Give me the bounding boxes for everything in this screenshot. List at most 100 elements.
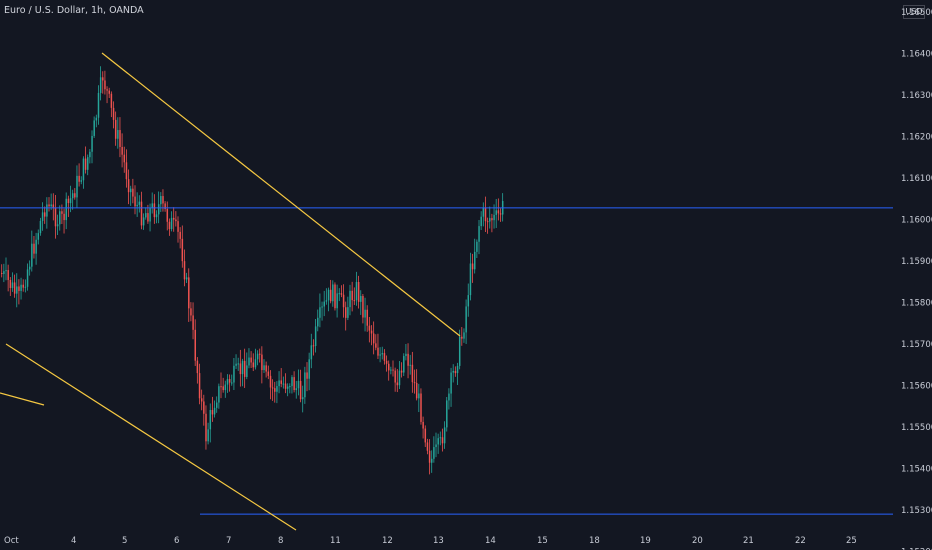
candle-body xyxy=(237,363,239,365)
candle-body xyxy=(347,307,349,318)
y-tick-label: 1.15500 xyxy=(901,423,932,433)
candle-body xyxy=(250,357,252,363)
candle-body xyxy=(41,212,44,221)
candle-body xyxy=(385,360,388,364)
candle-body xyxy=(235,363,237,366)
candle-body xyxy=(439,437,442,439)
candle-body xyxy=(203,401,205,414)
candle-body xyxy=(256,353,259,360)
x-tick-label: 20 xyxy=(692,536,703,546)
price-unit-label[interactable]: USD xyxy=(903,5,925,19)
candle-body xyxy=(424,428,427,443)
candle-body xyxy=(360,295,362,302)
candle-body xyxy=(388,363,390,371)
candle-body xyxy=(104,80,106,90)
candle-body xyxy=(119,130,121,147)
candle-body xyxy=(59,211,61,225)
candle-body xyxy=(9,279,12,288)
candle-body xyxy=(317,317,319,327)
y-tick-label: 1.15300 xyxy=(901,506,932,516)
candle-body xyxy=(491,218,493,221)
candle-body xyxy=(31,243,33,267)
candle-body xyxy=(366,309,368,326)
candle-body xyxy=(226,379,229,385)
candle-body xyxy=(293,377,295,391)
candle-body xyxy=(33,243,35,254)
x-tick-label: 8 xyxy=(278,536,283,546)
candle-body xyxy=(106,89,108,91)
candle-body xyxy=(76,175,78,198)
candle-body xyxy=(267,371,270,376)
candle-body xyxy=(112,107,115,120)
candle-body xyxy=(145,213,147,218)
candle-body xyxy=(181,238,184,262)
time-axis: Oct 4 5 6 7 8 11 12 13 14 15 18 19 20 21 22 25 xyxy=(4,536,857,546)
candle-body xyxy=(11,282,14,288)
candle-body xyxy=(420,393,422,422)
x-tick-label: 6 xyxy=(174,536,179,546)
y-tick-label: 1.16100 xyxy=(901,174,932,184)
candle-body xyxy=(20,284,22,291)
trendline[interactable] xyxy=(0,392,45,406)
candle-body xyxy=(63,213,65,221)
candle-body xyxy=(334,284,336,309)
candle-body xyxy=(465,306,467,333)
trendline[interactable] xyxy=(5,343,297,531)
candle-body xyxy=(422,421,424,429)
candle-body xyxy=(37,233,40,240)
candle-body xyxy=(263,365,265,371)
candle-body xyxy=(409,364,411,366)
candle-body xyxy=(295,388,298,391)
candle-body xyxy=(134,196,136,207)
candle-body xyxy=(474,251,476,270)
y-tick-label: 1.16200 xyxy=(901,133,932,143)
x-tick-label: 5 xyxy=(122,536,127,546)
symbol-title: Euro / U.S. Dollar, 1h, OANDA xyxy=(4,5,144,16)
candle-body xyxy=(297,380,300,389)
candle-body xyxy=(157,204,160,215)
candle-body xyxy=(383,353,386,361)
candle-body xyxy=(308,359,310,379)
candle-body xyxy=(458,336,461,366)
candle-body xyxy=(276,386,278,392)
candle-body xyxy=(486,221,489,223)
candle-body xyxy=(153,203,156,218)
candle-body xyxy=(239,363,242,375)
candle-body xyxy=(211,410,214,415)
candle-body xyxy=(312,345,315,347)
candle-body xyxy=(415,382,418,399)
candle-body xyxy=(196,360,199,374)
candle-body xyxy=(125,162,128,180)
candle-body xyxy=(91,135,93,152)
horizontal-levels xyxy=(0,207,893,515)
candle-body xyxy=(56,224,59,227)
candle-body xyxy=(319,307,321,318)
candle-body xyxy=(243,360,246,377)
candle-body xyxy=(357,282,360,302)
y-tick-label: 1.15400 xyxy=(901,465,932,475)
candle-body xyxy=(327,289,330,301)
candle-body xyxy=(80,180,83,182)
candle-body xyxy=(364,309,366,318)
trendline[interactable] xyxy=(101,52,461,337)
candle-body xyxy=(162,196,164,204)
candle-body xyxy=(433,447,435,459)
candle-body xyxy=(151,203,153,208)
candle-body xyxy=(493,214,495,221)
candle-body xyxy=(291,377,293,387)
candle-body xyxy=(340,293,343,295)
candles xyxy=(1,66,504,475)
candle-body xyxy=(185,277,188,280)
candle-body xyxy=(170,217,173,230)
candle-body xyxy=(284,383,287,389)
candle-body xyxy=(379,354,381,356)
candle-body xyxy=(407,353,409,366)
candle-body xyxy=(224,384,227,391)
candle-body xyxy=(50,204,52,207)
candle-body xyxy=(499,213,502,215)
candle-body xyxy=(246,365,248,377)
candle-body xyxy=(89,151,91,158)
candle-body xyxy=(469,263,472,296)
x-tick-label: 12 xyxy=(382,536,393,546)
